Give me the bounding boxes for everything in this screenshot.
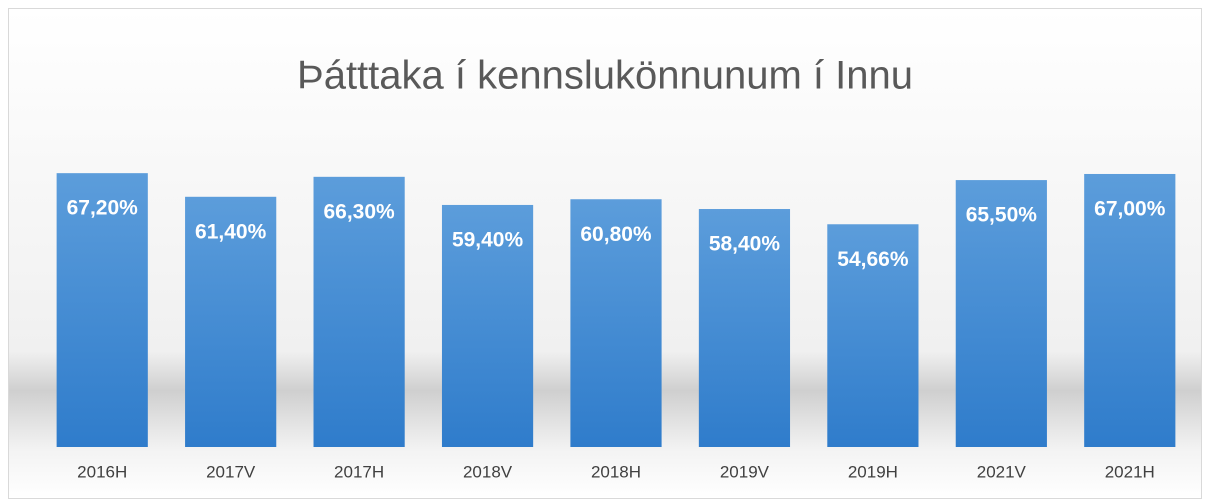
- value-label: 61,40%: [195, 220, 267, 243]
- bar: [313, 176, 405, 447]
- value-label: 60,80%: [580, 223, 652, 246]
- value-label: 59,40%: [452, 228, 524, 251]
- value-label: 65,50%: [966, 204, 1038, 227]
- x-tick-label: 2019V: [720, 462, 770, 481]
- bar: [570, 199, 662, 447]
- bar: [56, 173, 148, 447]
- bar: [955, 180, 1047, 447]
- value-label: 66,30%: [323, 200, 395, 223]
- bar: [185, 196, 277, 447]
- value-label: 67,20%: [67, 197, 139, 220]
- x-tick-label: 2016H: [77, 462, 127, 481]
- chart-title: Þátttaka í kennslukönnunum í Innu: [297, 54, 913, 98]
- x-tick-label: 2021H: [1105, 462, 1155, 481]
- x-tick-label: 2018H: [591, 462, 641, 481]
- x-tick-label: 2017V: [206, 462, 256, 481]
- value-label: 67,00%: [1094, 198, 1166, 221]
- x-tick-label: 2018V: [463, 462, 513, 481]
- bar: [1084, 173, 1176, 447]
- bar: [441, 204, 534, 447]
- value-label: 54,66%: [837, 248, 909, 271]
- value-label: 58,40%: [709, 233, 781, 256]
- bar: [827, 224, 919, 447]
- bar: [698, 209, 791, 447]
- x-tick-label: 2017H: [334, 462, 384, 481]
- x-tick-label: 2019H: [848, 462, 898, 481]
- x-tick-label: 2021V: [977, 462, 1027, 481]
